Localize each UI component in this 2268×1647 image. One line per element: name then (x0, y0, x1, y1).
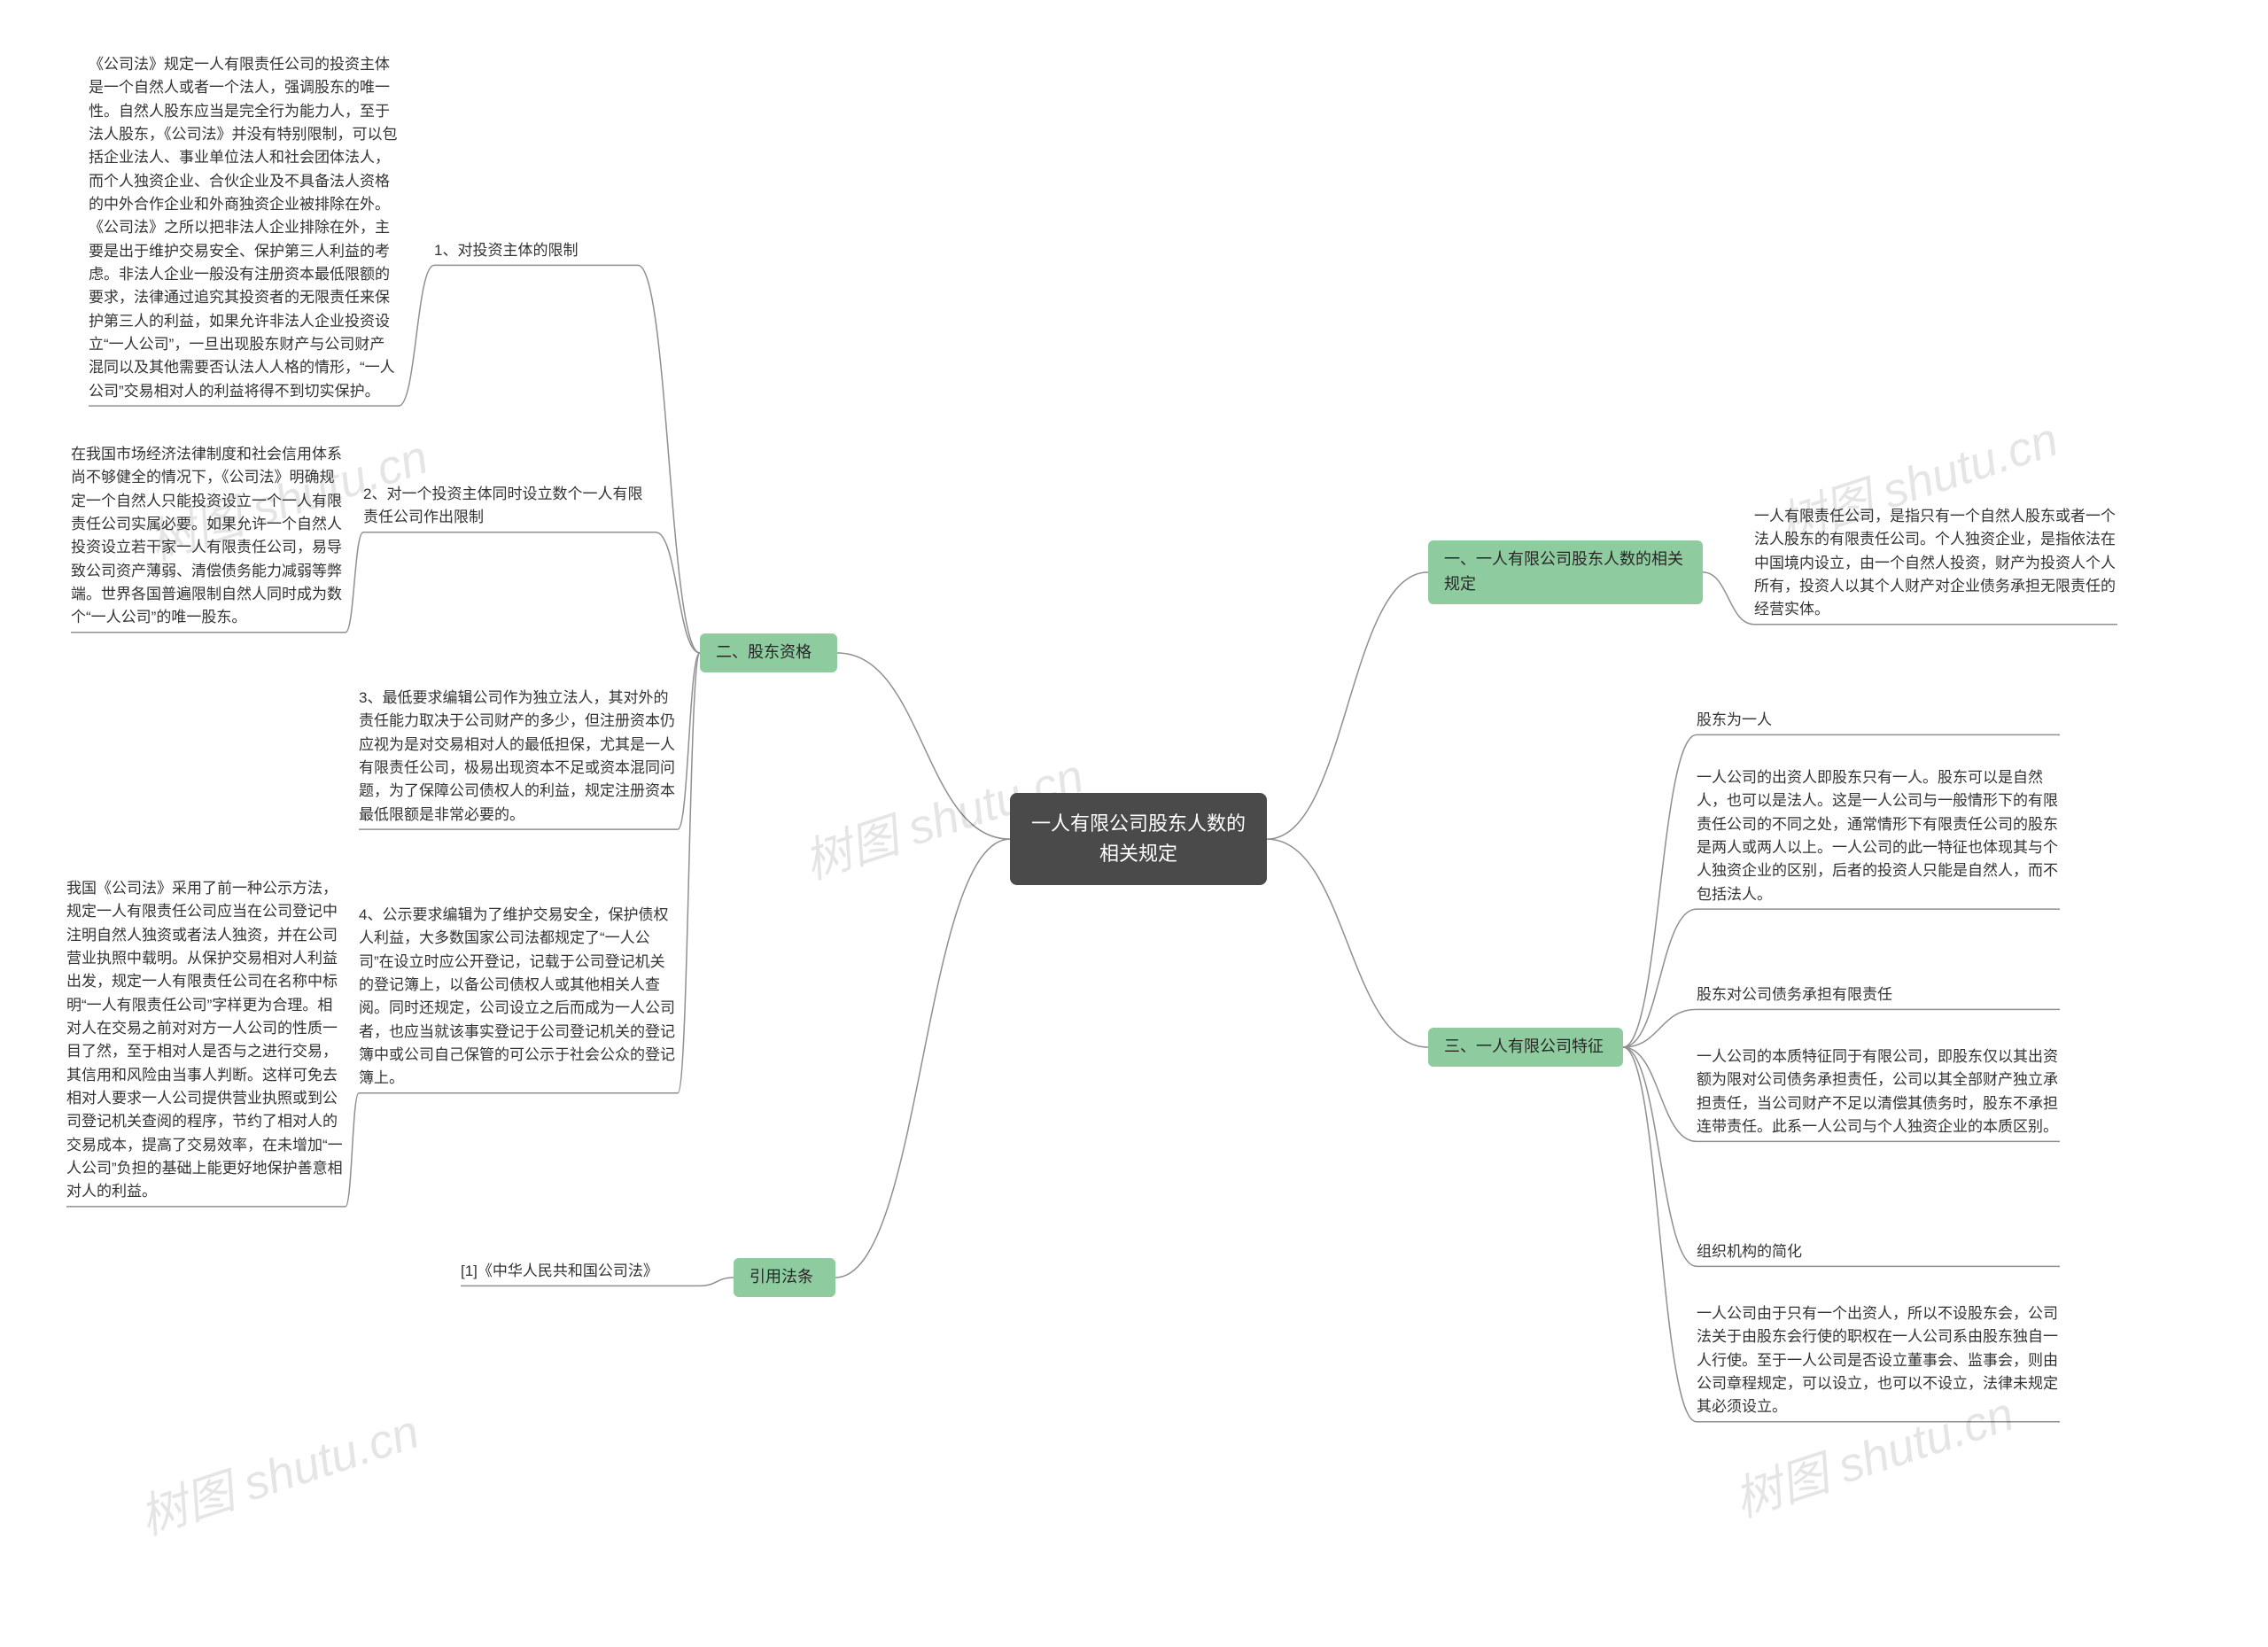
leaf-right-3-3: 股东对公司债务承担有限责任 (1697, 983, 2060, 1006)
leaf-left-2-1-text: 《公司法》规定一人有限责任公司的投资主体是一个自然人或者一个法人，强调股东的唯一… (89, 53, 399, 403)
leaf-right-3-1: 股东为一人 (1697, 709, 2060, 732)
leaf-left-ref-1: [1]《中华人民共和国公司法》 (461, 1260, 700, 1283)
leaf-right-3-6: 一人公司由于只有一个出资人，所以不设股东会，公司法关于由股东会行使的职权在一人公… (1697, 1302, 2060, 1419)
branch-left-ref[interactable]: 引用法条 (734, 1258, 835, 1297)
branch-right-3[interactable]: 三、一人有限公司特征 (1428, 1028, 1623, 1067)
branch-right-1[interactable]: 一、一人有限公司股东人数的相关规定 (1428, 540, 1703, 604)
leaf-left-2-2-text: 在我国市场经济法律制度和社会信用体系尚不够健全的情况下，《公司法》明确规定一个自… (71, 443, 346, 630)
watermark: 树图 shutu.cn (129, 1392, 427, 1548)
subtopic-left-2-3: 3、最低要求编辑公司作为独立法人，其对外的责任能力取决于公司财产的多少，但注册资… (359, 687, 678, 827)
leaf-right-3-5: 组织机构的简化 (1697, 1240, 2060, 1263)
branch-left-2[interactable]: 二、股东资格 (700, 633, 837, 672)
subtopic-left-2-2: 2、对一个投资主体同时设立数个一人有限责任公司作出限制 (363, 483, 656, 530)
subtopic-left-2-4: 4、公示要求编辑为了维护交易安全，保护债权人利益，大多数国家公司法都规定了“一人… (359, 904, 678, 1091)
mindmap-canvas: 树图 shutu.cn 树图 shutu.cn 树图 shutu.cn 树图 s… (0, 0, 2268, 1647)
leaf-right-3-2: 一人公司的出资人即股东只有一人。股东可以是自然人，也可以是法人。这是一人公司与一… (1697, 766, 2060, 906)
leaf-right-1-1: 一人有限责任公司，是指只有一个自然人股东或者一个法人股东的有限责任公司。个人独资… (1754, 505, 2117, 622)
center-topic[interactable]: 一人有限公司股东人数的相关规定 (1010, 793, 1267, 885)
leaf-left-2-4-text: 我国《公司法》采用了前一种公示方法，规定一人有限责任公司应当在公司登记中注明自然… (66, 877, 346, 1204)
subtopic-left-2-1: 1、对投资主体的限制 (434, 239, 638, 262)
leaf-right-3-4: 一人公司的本质特征同于有限公司，即股东仅以其出资额为限对公司债务承担责任，公司以… (1697, 1045, 2060, 1138)
